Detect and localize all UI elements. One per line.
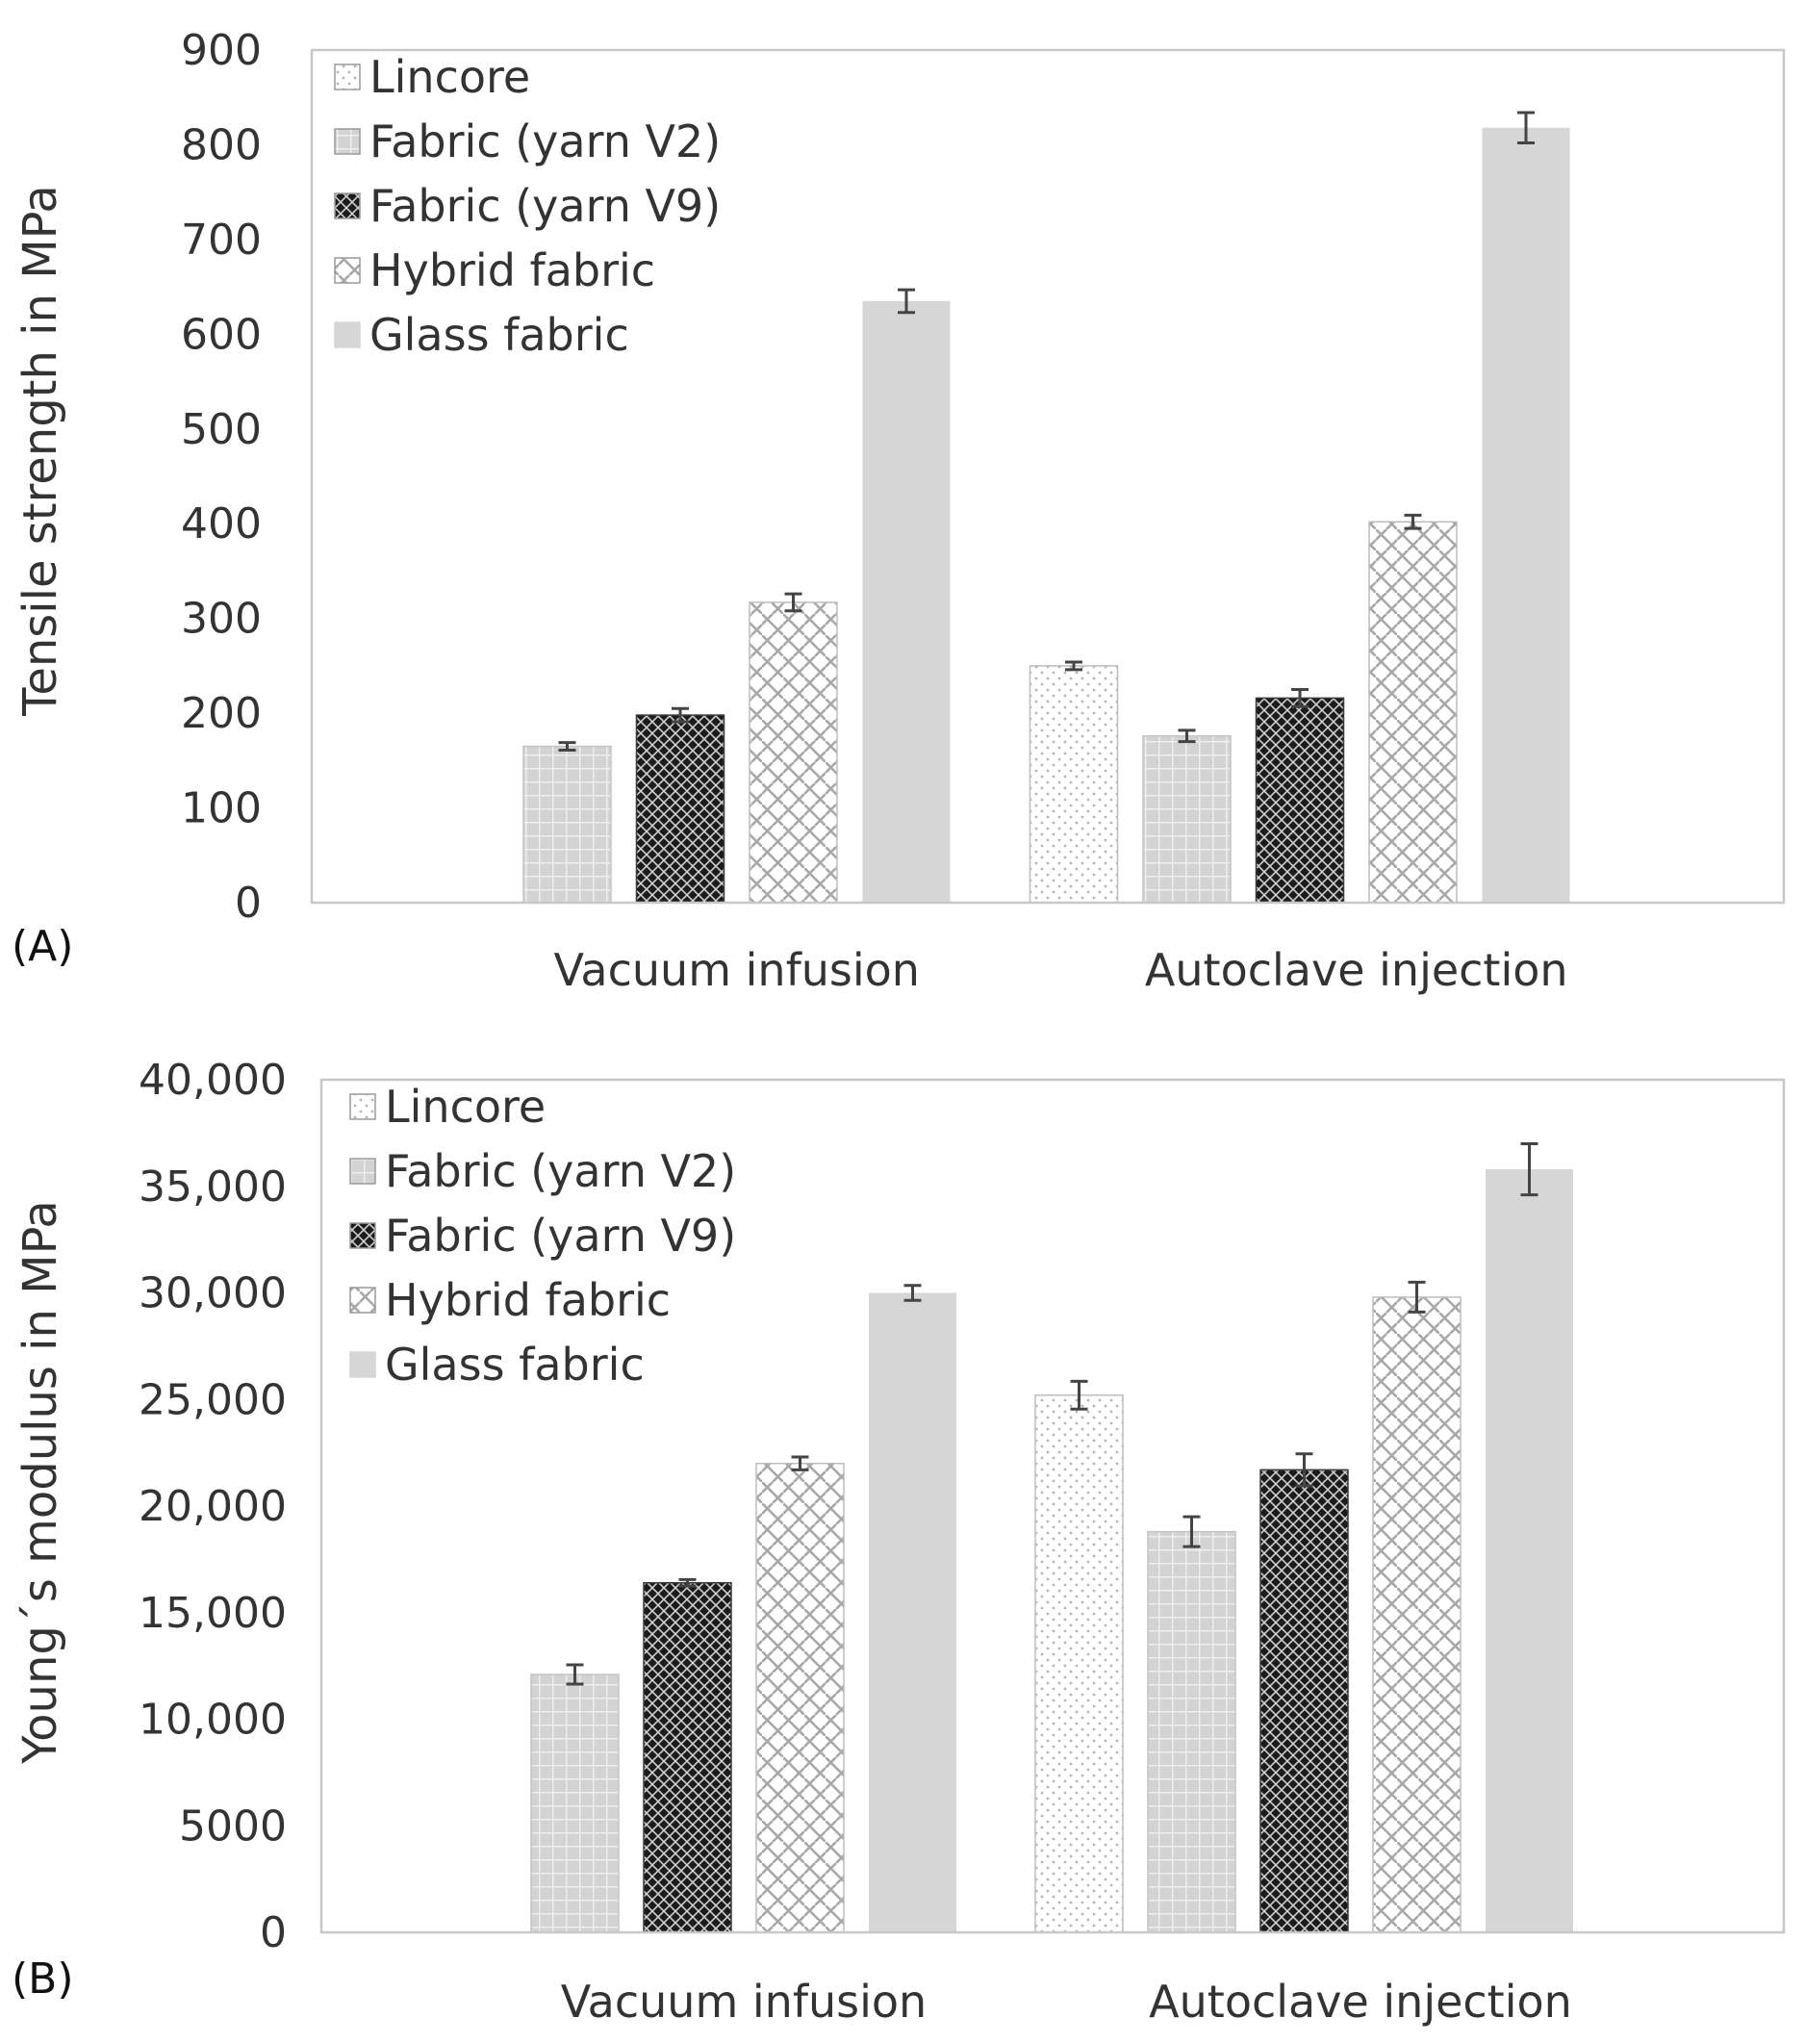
y-tick-label: 100: [181, 784, 262, 833]
error-bar: [791, 1455, 809, 1471]
y-tick-label: 15,000: [139, 1589, 287, 1638]
y-tick-label: 5000: [179, 1801, 287, 1851]
error-bar: [558, 741, 576, 753]
legend-swatch: [349, 1093, 376, 1120]
panel-a-y-ticks: 0 100 200 300 400 500 600 700 800 900: [181, 26, 262, 928]
error-bar: [903, 1284, 922, 1302]
legend-swatch: [334, 128, 361, 155]
y-tick-label: 700: [181, 216, 262, 265]
y-tick-label: 40,000: [139, 1056, 287, 1105]
panel-a-label: (A): [12, 922, 73, 971]
bar-fabric-yarn-v9: [1255, 697, 1345, 904]
legend-label: Glass fabric: [385, 1339, 645, 1391]
y-tick-label: 0: [260, 1908, 287, 1957]
error-bar: [784, 592, 802, 613]
legend-swatch: [334, 257, 361, 284]
legend-label: Fabric (yarn V9): [369, 180, 721, 232]
error-bar: [1182, 1515, 1201, 1548]
y-tick-label: 800: [181, 120, 262, 169]
legend-swatch: [349, 1158, 376, 1185]
bar-hybrid-fabric: [755, 1462, 845, 1933]
bar-hybrid-fabric: [1372, 1296, 1462, 1933]
bar-fabric-yarn-v2: [1142, 734, 1232, 904]
x-category-label: Autoclave injection: [1145, 944, 1568, 996]
x-category-label: Vacuum infusion: [561, 1976, 927, 2028]
error-bar: [1404, 513, 1422, 530]
bar-fabric-yarn-v9: [1259, 1469, 1349, 1933]
error-bar: [1291, 688, 1309, 708]
legend-swatch: [334, 64, 361, 90]
panel-a-plot-frame: [310, 48, 1786, 905]
error-bar: [566, 1663, 584, 1686]
panel-b-label: (B): [12, 1955, 74, 2004]
y-tick-label: 25,000: [139, 1375, 287, 1424]
y-tick-label: 900: [181, 26, 262, 75]
legend-swatch: [349, 1222, 376, 1249]
panel-b-bars: [530, 1169, 1573, 1933]
panel-a-y-axis-label: Tensile strength in MPa: [13, 185, 67, 717]
y-tick-label: 300: [181, 595, 262, 644]
y-tick-label: 0: [235, 879, 262, 928]
bar-fabric-yarn-v2: [522, 745, 612, 904]
y-tick-label: 10,000: [139, 1696, 287, 1745]
error-bar: [898, 288, 915, 315]
legend-label: Hybrid fabric: [369, 244, 655, 296]
bar-lincore: [1034, 1394, 1124, 1933]
error-bar: [678, 1577, 697, 1588]
error-bar: [1520, 1141, 1538, 1197]
legend-label: Lincore: [385, 1081, 546, 1133]
legend-label: Lincore: [369, 51, 530, 103]
panel-a-legend: Lincore Fabric (yarn V2) Fabric (yarn V9) H…: [334, 51, 721, 361]
x-category-label: Vacuum infusion: [554, 944, 920, 996]
bar-lincore: [1029, 665, 1119, 904]
panel-b-y-axis-label: Young´s modulus in MPa: [13, 1200, 67, 1765]
bar-hybrid-fabric: [749, 601, 838, 904]
legend-label: Fabric (yarn V9): [385, 1210, 736, 1262]
y-tick-label: 30,000: [139, 1269, 287, 1318]
legend-swatch: [334, 321, 361, 348]
legend-swatch: [349, 1351, 376, 1378]
legend-label: Glass fabric: [369, 309, 629, 361]
error-bar: [1295, 1452, 1313, 1488]
panel-a-x-categories: Vacuum infusion Autoclave injection: [554, 944, 1568, 996]
legend-swatch: [334, 192, 361, 219]
y-tick-label: 600: [181, 310, 262, 359]
error-bar: [1178, 728, 1196, 744]
panel-b-plot-frame: [319, 1078, 1786, 1934]
panel-a-tensile-strength: Tensile strength in MPa (A) 0 100 200 300 40…: [12, 26, 1786, 996]
error-bar: [1408, 1280, 1426, 1314]
bar-fabric-yarn-v2: [1147, 1530, 1236, 1933]
legend-swatch: [349, 1287, 376, 1314]
bar-fabric-yarn-v9: [643, 1581, 732, 1933]
bar-glass-fabric: [869, 1292, 956, 1932]
legend-label: Fabric (yarn V2): [385, 1145, 736, 1197]
error-bar: [1065, 660, 1082, 672]
bar-hybrid-fabric: [1368, 521, 1458, 904]
error-bar: [1517, 111, 1535, 144]
y-tick-label: 500: [181, 405, 262, 454]
bar-glass-fabric: [1486, 1169, 1573, 1932]
error-bar: [1070, 1379, 1088, 1411]
panel-a-bars: [522, 127, 1570, 904]
panel-b-x-categories: Vacuum infusion Autoclave injection: [561, 1976, 1572, 2028]
bar-fabric-yarn-v2: [530, 1674, 620, 1933]
error-bar: [672, 706, 689, 724]
panel-b-youngs-modulus: Young´s modulus in MPa (B) 0 5000 10,000 15…: [12, 1056, 1786, 2028]
y-tick-label: 35,000: [139, 1163, 287, 1212]
panel-b-legend: Lincore Fabric (yarn V2) Fabric (yarn V9) H…: [349, 1081, 736, 1391]
x-category-label: Autoclave injection: [1149, 1976, 1572, 2028]
y-tick-label: 400: [181, 499, 262, 549]
bar-glass-fabric: [862, 300, 951, 903]
legend-label: Hybrid fabric: [385, 1274, 671, 1326]
bar-glass-fabric: [1482, 127, 1570, 904]
y-tick-label: 20,000: [139, 1482, 287, 1531]
bar-fabric-yarn-v9: [635, 714, 725, 904]
panel-a-error-bars: [558, 111, 1535, 753]
panel-b-y-ticks: 0 5000 10,000 15,000 20,000 25,000 30,000 35,00…: [139, 1056, 287, 1957]
legend-label: Fabric (yarn V2): [369, 115, 721, 167]
y-tick-label: 200: [181, 689, 262, 738]
panel-b-error-bars: [566, 1141, 1538, 1686]
